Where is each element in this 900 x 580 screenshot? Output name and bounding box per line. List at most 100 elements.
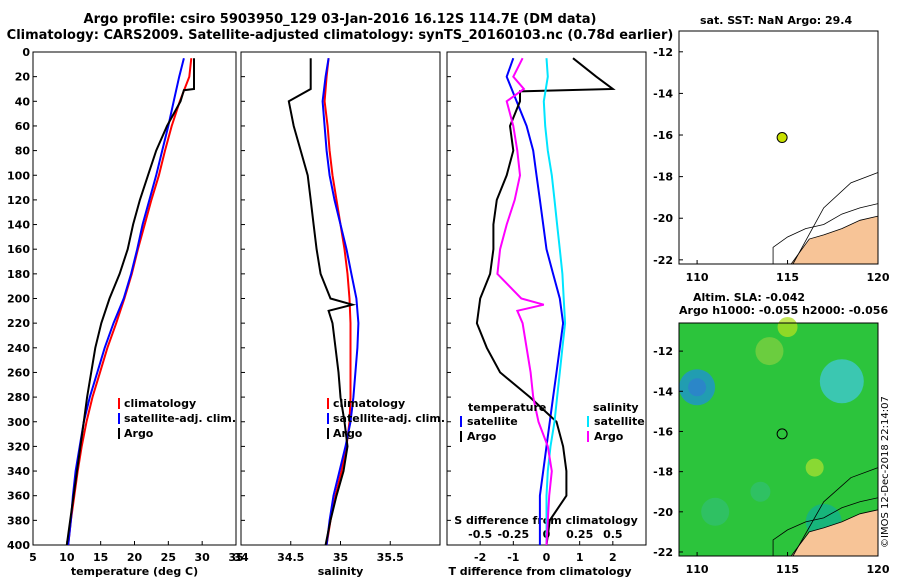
series-temperature-satellite <box>505 57 565 545</box>
y-tick-label: 80 <box>15 145 31 158</box>
y-tick-label: 320 <box>7 440 30 453</box>
x-tick-label: 34.5 <box>277 551 304 564</box>
y-tick-label: 380 <box>7 514 30 527</box>
x-tick-label: 2 <box>609 551 617 564</box>
plot-title-line-2: Climatology: CARS2009. Satellite-adjuste… <box>6 28 674 43</box>
y-tick-label: 360 <box>7 490 30 503</box>
temperature-panel-frame <box>32 51 237 546</box>
sst-map-title: sat. SST: NaN Argo: 29.4 <box>700 14 853 27</box>
x-tick-label: 30 <box>195 551 211 564</box>
map-y-tick-label: -16 <box>653 129 673 142</box>
plot-title-line-1: Argo profile: csiro 5903950_129 03-Jan-2… <box>83 12 597 27</box>
y-tick-label: 340 <box>7 465 30 478</box>
x-tick-label: 10 <box>59 551 75 564</box>
argo-position-marker <box>776 132 788 144</box>
x-tick-label: 35.5 <box>377 551 404 564</box>
map-y-tick-label: -20 <box>653 212 673 225</box>
x-tick-label: 35 <box>333 551 348 564</box>
y-tick-label: 400 <box>7 539 30 552</box>
x-tick-label: 5 <box>29 551 37 564</box>
y-tick-label: 200 <box>7 293 30 306</box>
series-argo <box>287 58 357 546</box>
legend-entry: satellite <box>467 415 518 428</box>
map-y-tick-label: -20 <box>653 506 673 519</box>
y-tick-label: 280 <box>7 391 30 404</box>
x-tick-label: 1 <box>576 551 584 564</box>
x-tick-label: -2 <box>474 551 486 564</box>
x-tick-label: 0 <box>543 551 551 564</box>
x2-tick-label: 0.25 <box>566 528 593 541</box>
x2-tick-label: 0.5 <box>603 528 623 541</box>
series-climatology <box>323 58 352 546</box>
sla-anomaly-blob <box>777 317 798 338</box>
legend-entry: Argo <box>467 430 497 443</box>
x-tick-label: 20 <box>127 551 143 564</box>
map-x-tick-label: 120 <box>867 563 890 576</box>
legend-entry: satellite <box>594 415 645 428</box>
legend-entry: Argo <box>333 427 363 440</box>
difference-panel-frame <box>446 51 647 546</box>
map-y-tick-label: -14 <box>653 87 673 100</box>
map-y-tick-label: -22 <box>653 546 673 559</box>
sla-anomaly-blob <box>701 497 730 526</box>
y-tick-label: 300 <box>7 416 30 429</box>
map-y-tick-label: -18 <box>653 466 673 479</box>
legend-entry: climatology <box>333 397 405 410</box>
x-tick-label: 25 <box>161 551 176 564</box>
sla-anomaly-blob <box>750 481 771 502</box>
legend-entry: Argo <box>594 430 624 443</box>
map-y-tick-label: -12 <box>653 345 673 358</box>
series-salinity-argo <box>496 57 553 546</box>
map-x-tick-label: 115 <box>776 563 799 576</box>
y-tick-label: 120 <box>7 194 30 207</box>
series-temperature-argo <box>475 57 616 546</box>
bathymetry-contour <box>772 497 879 556</box>
sst-map-background <box>679 31 878 264</box>
bathymetry-contour <box>772 203 879 264</box>
shelf-contour <box>792 172 879 265</box>
imos-watermark: ©IMOS 12-Dec-2018 22:14:07 <box>880 396 891 548</box>
legend-entry: satellite-adj. clim. <box>124 412 236 425</box>
legend-header: temperature <box>468 401 546 414</box>
y-tick-label: 0 <box>22 46 30 59</box>
sst-map-frame <box>678 30 879 265</box>
map-x-tick-label: 120 <box>867 271 890 284</box>
argo-position-marker <box>776 428 788 440</box>
map-x-tick-label: 115 <box>776 271 799 284</box>
legend-header: salinity <box>593 401 639 414</box>
map-y-tick-label: -12 <box>653 46 673 59</box>
series-salinity-satellite <box>542 58 567 545</box>
sla-map-frame <box>678 322 879 557</box>
legend-entry: Argo <box>124 427 154 440</box>
map-y-tick-label: -22 <box>653 254 673 267</box>
x-tick-label: 35 <box>228 551 243 564</box>
y-tick-label: 100 <box>7 169 30 182</box>
sla-anomaly-blob <box>819 359 864 404</box>
sla-map-subtitle: Argo h1000: -0.055 h2000: -0.056 <box>679 304 889 317</box>
series-satellite-adj-clim- <box>321 58 360 546</box>
y-tick-label: 140 <box>7 219 30 232</box>
y-tick-label: 40 <box>15 95 31 108</box>
map-x-tick-label: 110 <box>686 271 709 284</box>
sla-anomaly-blob <box>688 378 707 397</box>
y-tick-label: 20 <box>15 71 31 84</box>
y-tick-label: 260 <box>7 366 30 379</box>
series-satellite-adj-clim- <box>67 57 185 546</box>
map-y-tick-label: -18 <box>653 171 673 184</box>
map-y-tick-label: -14 <box>653 385 673 398</box>
sla-anomaly-blob <box>755 337 784 366</box>
x-tick-label: 34 <box>233 551 249 564</box>
x-axis-label: temperature (deg C) <box>71 565 198 578</box>
series-argo <box>65 58 195 546</box>
sla-anomaly-blob <box>805 458 824 477</box>
x-axis-label: T difference from climatology <box>448 565 631 578</box>
map-x-tick-label: 110 <box>686 563 709 576</box>
x2-tick-label: -0.25 <box>497 528 529 541</box>
y-tick-label: 240 <box>7 342 30 355</box>
map-y-tick-label: -16 <box>653 425 673 438</box>
legend-entry: climatology <box>124 397 196 410</box>
y-tick-label: 60 <box>15 120 31 133</box>
x-axis-label: salinity <box>318 565 364 578</box>
x-tick-label: -1 <box>507 551 519 564</box>
